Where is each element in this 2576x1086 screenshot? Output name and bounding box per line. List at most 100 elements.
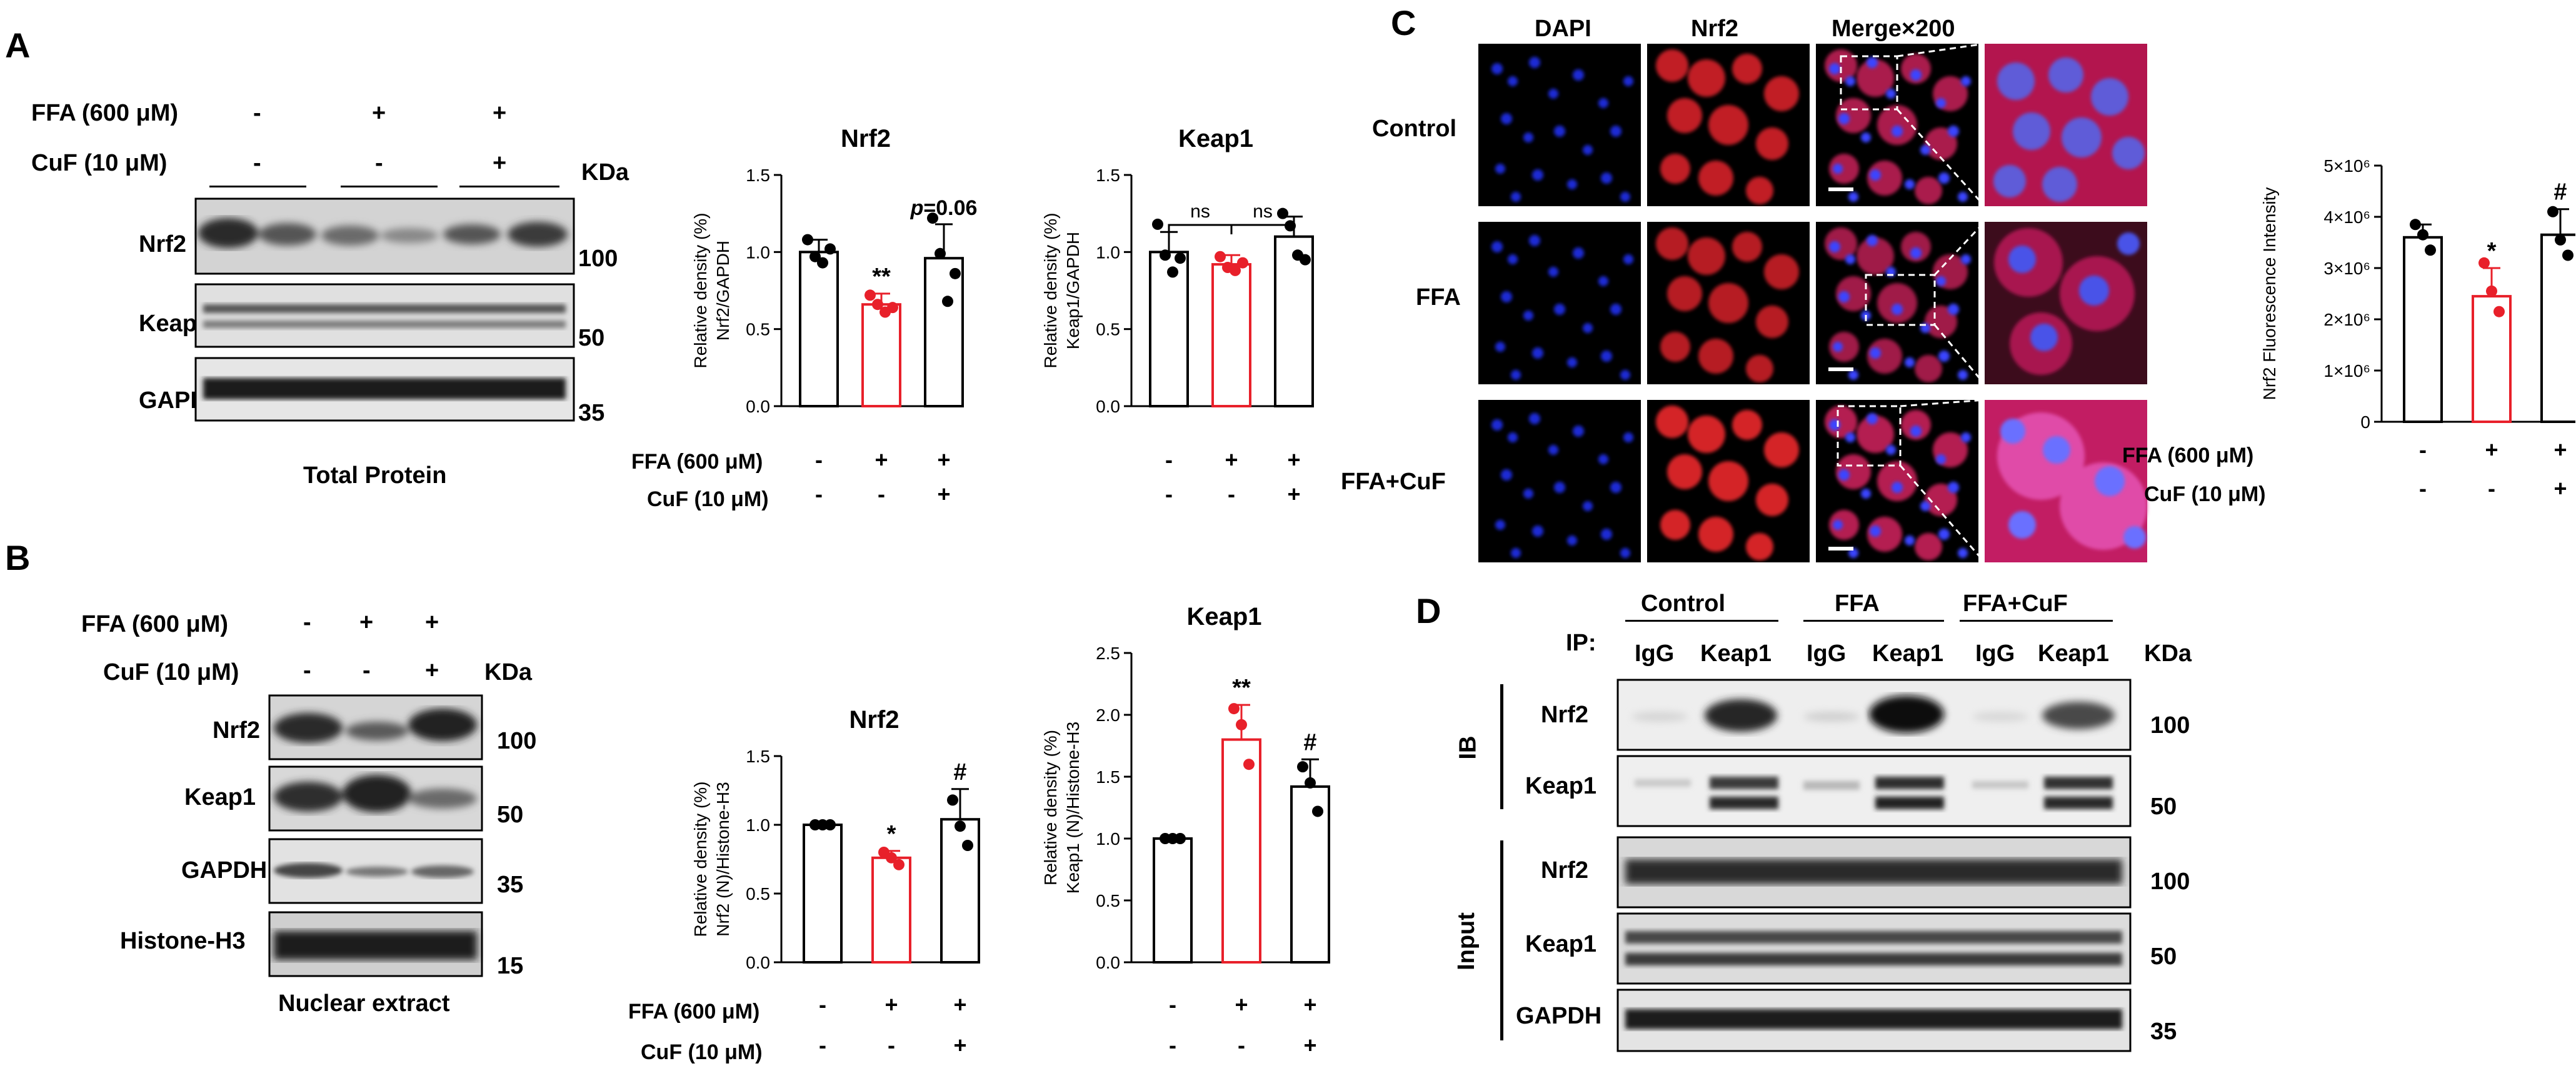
d-input-bracket — [1500, 840, 1503, 1040]
data-point — [817, 257, 828, 269]
a-group-line-1 — [209, 186, 306, 187]
significance-label: p=0.06 — [910, 196, 978, 220]
chart-b-keap1: Keap1 0.0 0.5 1.0 1.5 2.0 2.5 Relative density … — [1041, 603, 1330, 1058]
bar — [799, 251, 839, 408]
data-point — [1236, 719, 1247, 730]
bar — [1211, 263, 1251, 408]
d-blot-label-keap1-ib: Keap1 — [1525, 773, 1597, 799]
b-blot-label-gapdh: GAPDH — [181, 857, 268, 884]
significance-label: # — [1303, 729, 1316, 755]
x-tick-label-cuf: + — [1287, 481, 1300, 507]
y-tick-label: 0 — [2360, 412, 2370, 432]
d-lane-2: Keap1 — [1700, 640, 1772, 667]
bar — [940, 818, 980, 964]
a-marker-35: 35 — [578, 400, 605, 426]
data-point — [1312, 805, 1323, 817]
d-group-ffa: FFA — [1835, 590, 1880, 617]
y-tick-label: 0.5 — [746, 884, 770, 904]
d-group-line-2 — [1803, 620, 1944, 622]
b-blot-label-nrf2: Nrf2 — [213, 717, 261, 744]
b-ffa-sign-3: + — [425, 609, 439, 635]
data-point — [886, 852, 897, 864]
x-tick-label-cuf: - — [1238, 1032, 1245, 1058]
data-point — [955, 820, 966, 832]
y-tick-label: 1.5 — [1096, 166, 1120, 185]
d-lane-4: Keap1 — [1872, 640, 1944, 667]
b-ffa-sign-1: - — [303, 609, 311, 635]
bar — [2403, 236, 2443, 423]
y-tick-label: 1.5 — [746, 747, 770, 766]
x-tick-label-ffa: + — [2553, 437, 2567, 462]
y-tick-label: 0.0 — [746, 397, 770, 416]
panel-letter-d: D — [1416, 591, 1441, 630]
y-axis-label: Relative density (%) — [691, 782, 710, 937]
y-tick-label: 1.0 — [746, 815, 770, 835]
data-point — [1277, 207, 1288, 219]
data-point — [2493, 306, 2505, 317]
d-blot-label-nrf2-input: Nrf2 — [1541, 857, 1589, 884]
x-tick-label-cuf: + — [2553, 476, 2567, 501]
d-lane-1: IgG — [1635, 640, 1675, 667]
y-tick-label: 0.5 — [1096, 891, 1120, 910]
c-col-merge: Merge×200 — [1832, 16, 1955, 42]
b-blot-caption: Nuclear extract — [278, 990, 450, 1017]
y-axis-label: Relative density (%) — [691, 213, 710, 369]
data-point — [942, 296, 953, 307]
significance-label: ** — [1232, 675, 1251, 701]
data-point — [1297, 761, 1308, 773]
d-group-ffa-cuf: FFA+CuF — [1963, 590, 2068, 617]
chart-title: Keap1 — [1186, 603, 1261, 630]
data-point — [824, 243, 836, 255]
y-tick-label: 1×10⁶ — [2323, 361, 2370, 381]
data-point — [2417, 229, 2428, 241]
x-tick-label-ffa: + — [885, 992, 898, 1017]
bar — [803, 824, 843, 964]
b-blot-label-histone: Histone-H3 — [120, 928, 246, 954]
data-point — [2410, 219, 2421, 231]
c-micrograph-grid — [1478, 44, 2147, 562]
d-lane-5: IgG — [1975, 640, 2015, 667]
b-marker-35: 35 — [497, 872, 524, 898]
a-blot-image — [194, 197, 575, 422]
x-tick-label-cuf: - — [1228, 481, 1235, 507]
d-marker-50-ib: 50 — [2150, 794, 2177, 820]
bar — [1153, 837, 1193, 964]
data-point — [1230, 264, 1241, 276]
x-tick-label-ffa: + — [937, 447, 950, 472]
b-blot-image — [268, 694, 483, 977]
significance-label: * — [2487, 238, 2497, 264]
y-axis-label: Keap1/GAPDH — [1063, 232, 1083, 349]
data-point — [887, 302, 898, 314]
y-tick-label: 1.0 — [1096, 829, 1120, 849]
a-axis-cuf-label: CuF (10 μM) — [647, 487, 769, 511]
panel-letter-b: B — [5, 538, 31, 577]
x-tick-label-cuf: - — [819, 1032, 826, 1058]
d-lane-3: IgG — [1807, 640, 1847, 667]
y-tick-label: 2.0 — [1096, 705, 1120, 725]
y-tick-label: 0.5 — [746, 320, 770, 339]
significance-label: ns — [1253, 201, 1273, 222]
a-blot-caption: Total Protein — [303, 462, 447, 489]
y-tick-label: 1.5 — [1096, 767, 1120, 787]
c-axis-cuf-label: CuF (10 μM) — [2144, 482, 2266, 506]
a-ffa-sign-3: + — [493, 100, 507, 126]
c-col-dapi: DAPI — [1535, 16, 1591, 42]
y-axis-label: Relative density (%) — [1041, 213, 1060, 369]
data-point — [950, 267, 961, 279]
b-kda-label: KDa — [484, 659, 533, 685]
x-tick-label-ffa: + — [1303, 992, 1316, 1017]
y-tick-label: 0.0 — [1096, 397, 1120, 416]
significance-label: * — [887, 821, 896, 847]
x-tick-label-cuf: - — [1165, 481, 1173, 507]
data-point — [1175, 252, 1186, 264]
a-marker-100: 100 — [578, 246, 618, 272]
data-point — [824, 819, 836, 830]
a-kda-label: KDa — [581, 159, 629, 186]
x-tick-label-cuf: - — [888, 1032, 895, 1058]
x-tick-label-cuf: - — [1169, 1032, 1176, 1058]
b-axis-cuf-label: CuF (10 μM) — [641, 1040, 763, 1064]
bar — [871, 856, 911, 964]
data-point — [1160, 249, 1171, 261]
data-point — [935, 247, 946, 259]
d-blot-image — [1616, 679, 2132, 1052]
